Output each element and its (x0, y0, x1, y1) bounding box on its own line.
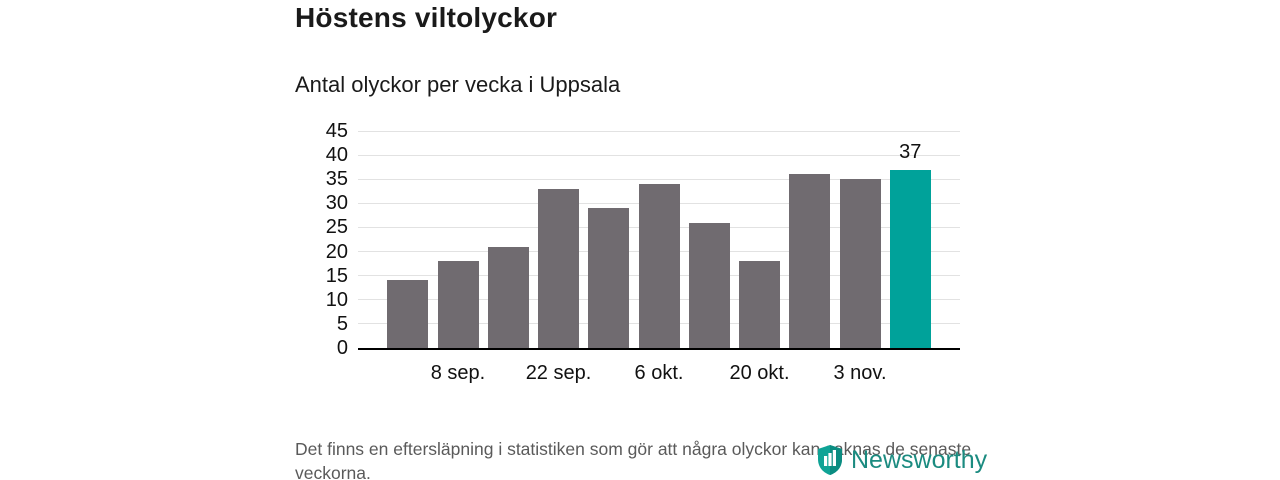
bar (588, 208, 630, 348)
x-axis-baseline (358, 348, 960, 350)
newsworthy-shield-icon (818, 445, 842, 475)
x-axis-tick-label: 20 okt. (729, 362, 790, 384)
bar-highlighted (889, 169, 931, 348)
chart-title: Höstens viltolyckor (295, 2, 558, 33)
bar (387, 280, 429, 348)
x-axis-tick-label: 3 nov. (833, 362, 887, 384)
bar (739, 261, 780, 348)
gridline (358, 130, 960, 132)
bar (688, 222, 730, 348)
chart-subtitle: Antal olyckor per vecka i Uppsala (295, 72, 621, 97)
newsworthy-logo-text: Newsworthy (851, 445, 988, 474)
bar (789, 174, 831, 348)
x-axis-tick-label: 8 sep. (430, 362, 486, 384)
y-axis-tick-label: 30 (325, 192, 348, 215)
gridline (358, 154, 960, 156)
y-axis-tick-label: 25 (325, 216, 348, 239)
bar (487, 246, 529, 348)
bar-value-label: 37 (899, 140, 922, 163)
bar (437, 261, 479, 348)
x-axis-tick-label: 6 okt. (634, 362, 684, 384)
y-axis-tick-label: 45 (325, 120, 348, 142)
bar (638, 184, 680, 348)
y-axis-tick-label: 10 (325, 288, 348, 311)
bar (839, 179, 881, 348)
y-axis-tick-label: 40 (325, 144, 348, 167)
y-axis-tick-label: 15 (325, 264, 348, 287)
gridline (358, 178, 960, 180)
x-axis-tick-label: 22 sep. (525, 362, 592, 384)
y-axis-tick-label: 35 (325, 168, 348, 191)
y-axis-tick-label: 20 (325, 240, 348, 263)
y-axis-tick-label: 5 (336, 312, 348, 335)
y-axis-tick-label: 0 (336, 337, 348, 359)
bar (538, 188, 579, 348)
footer-note: Det finns en eftersläpning i statistiken… (295, 439, 972, 480)
newsworthy-logo: Newsworthy (816, 444, 987, 476)
